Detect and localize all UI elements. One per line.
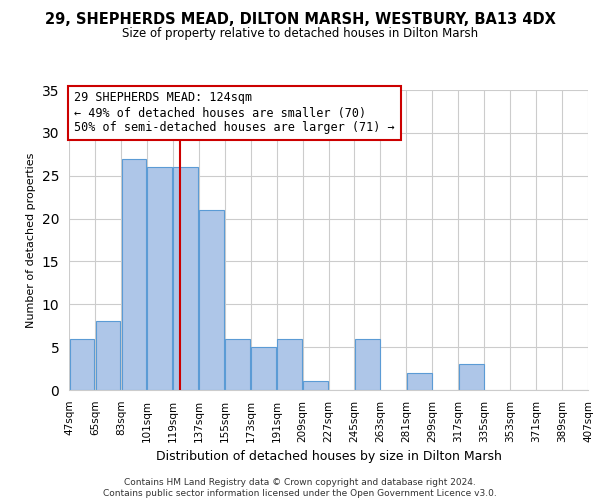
- Bar: [355, 338, 380, 390]
- Y-axis label: Number of detached properties: Number of detached properties: [26, 152, 36, 328]
- Bar: [303, 382, 328, 390]
- Bar: [95, 322, 120, 390]
- Bar: [251, 347, 276, 390]
- Bar: [459, 364, 484, 390]
- Bar: [70, 338, 94, 390]
- X-axis label: Distribution of detached houses by size in Dilton Marsh: Distribution of detached houses by size …: [155, 450, 502, 463]
- Bar: [148, 167, 172, 390]
- Bar: [199, 210, 224, 390]
- Bar: [122, 158, 146, 390]
- Bar: [226, 338, 250, 390]
- Text: Size of property relative to detached houses in Dilton Marsh: Size of property relative to detached ho…: [122, 28, 478, 40]
- Bar: [173, 167, 198, 390]
- Text: Contains HM Land Registry data © Crown copyright and database right 2024.
Contai: Contains HM Land Registry data © Crown c…: [103, 478, 497, 498]
- Text: 29, SHEPHERDS MEAD, DILTON MARSH, WESTBURY, BA13 4DX: 29, SHEPHERDS MEAD, DILTON MARSH, WESTBU…: [44, 12, 556, 28]
- Text: 29 SHEPHERDS MEAD: 124sqm
← 49% of detached houses are smaller (70)
50% of semi-: 29 SHEPHERDS MEAD: 124sqm ← 49% of detac…: [74, 92, 395, 134]
- Bar: [277, 338, 302, 390]
- Bar: [407, 373, 431, 390]
